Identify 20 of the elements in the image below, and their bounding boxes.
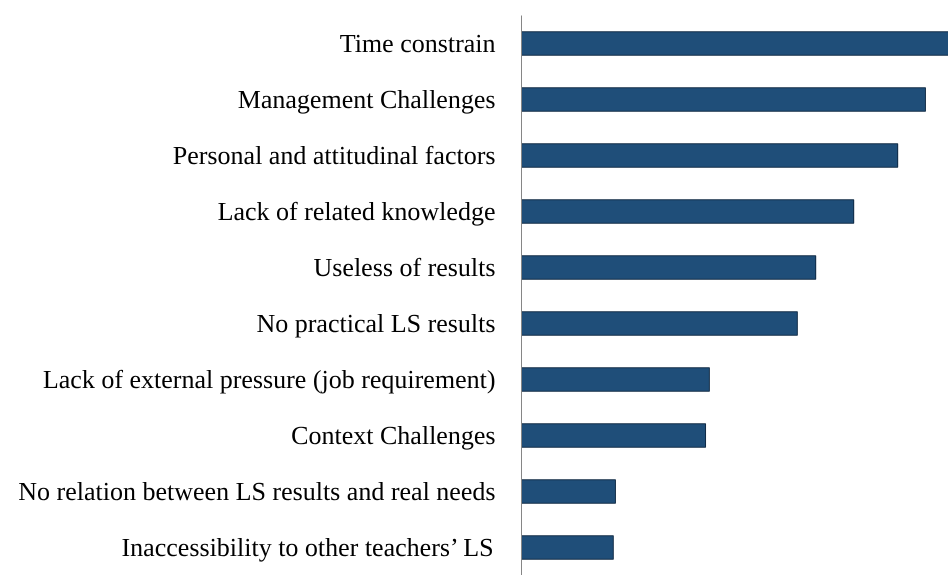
y-tick-label: Useless of results — [314, 253, 496, 282]
bar — [522, 311, 798, 336]
bar — [522, 423, 706, 448]
y-tick-label: Lack of related knowledge — [218, 197, 496, 226]
y-tick-label: Context Challenges — [291, 421, 496, 450]
bar — [522, 143, 898, 168]
y-tick-label: Inaccessibility to other teachers’ LS — [122, 533, 494, 562]
bar — [522, 199, 854, 224]
y-tick-label: Personal and attitudinal factors — [172, 141, 496, 170]
y-tick-label: No practical LS results — [256, 309, 496, 338]
bar — [522, 87, 926, 112]
y-tick-label: No relation between LS results and real needs — [18, 477, 496, 506]
bar — [522, 535, 614, 560]
y-tick-label: Management Challenges — [238, 85, 496, 114]
bar — [522, 31, 948, 56]
y-tick-label: Lack of external pressure (job requirement) — [42, 365, 496, 394]
bar — [522, 255, 816, 280]
bar — [522, 479, 616, 504]
y-tick-label: Time constrain — [340, 29, 496, 58]
bar — [522, 367, 710, 392]
